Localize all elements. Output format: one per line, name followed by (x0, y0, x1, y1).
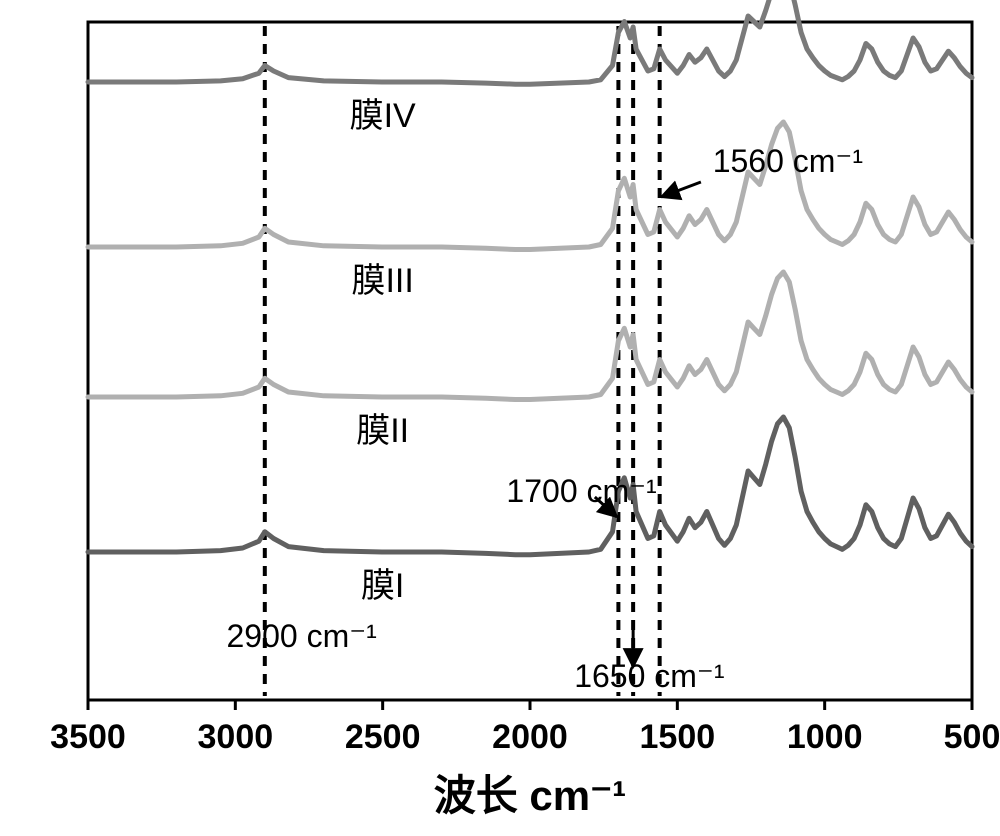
series-label-membrane_ii: 膜II (356, 412, 409, 450)
svg-text:3000: 3000 (198, 718, 274, 756)
ann_2900-label: 2900 cm⁻¹ (226, 618, 376, 654)
svg-text:2000: 2000 (492, 718, 568, 756)
svg-text:波长 cm⁻¹: 波长 cm⁻¹ (434, 772, 627, 819)
svg-text:1000: 1000 (787, 718, 863, 756)
series-membrane_iv (88, 0, 972, 84)
svg-text:3500: 3500 (50, 718, 126, 756)
series-label-membrane_iii: 膜III (351, 262, 413, 300)
ann_1700-label: 1700 cm⁻¹ (506, 473, 656, 509)
series-membrane_iii (88, 122, 972, 250)
series-membrane_ii (88, 272, 972, 400)
ann_1560-label: 1560 cm⁻¹ (713, 143, 863, 179)
series-label-membrane_i: 膜I (361, 567, 404, 605)
svg-text:500: 500 (944, 718, 1000, 756)
series-label-membrane_iv: 膜IV (350, 97, 416, 135)
svg-text:1500: 1500 (640, 718, 716, 756)
ftir-chart: 3500 3000 2500 2000 1500 1000 500 波长 cm⁻¹ 膜IV 膜II… (0, 0, 1000, 836)
chart-svg: 3500 3000 2500 2000 1500 1000 500 波长 cm⁻¹ 膜IV 膜II… (0, 0, 1000, 836)
svg-text:2500: 2500 (345, 718, 421, 756)
ann_1650-label: 1650 cm⁻¹ (574, 658, 724, 694)
ann_1560-arrow (661, 182, 701, 197)
